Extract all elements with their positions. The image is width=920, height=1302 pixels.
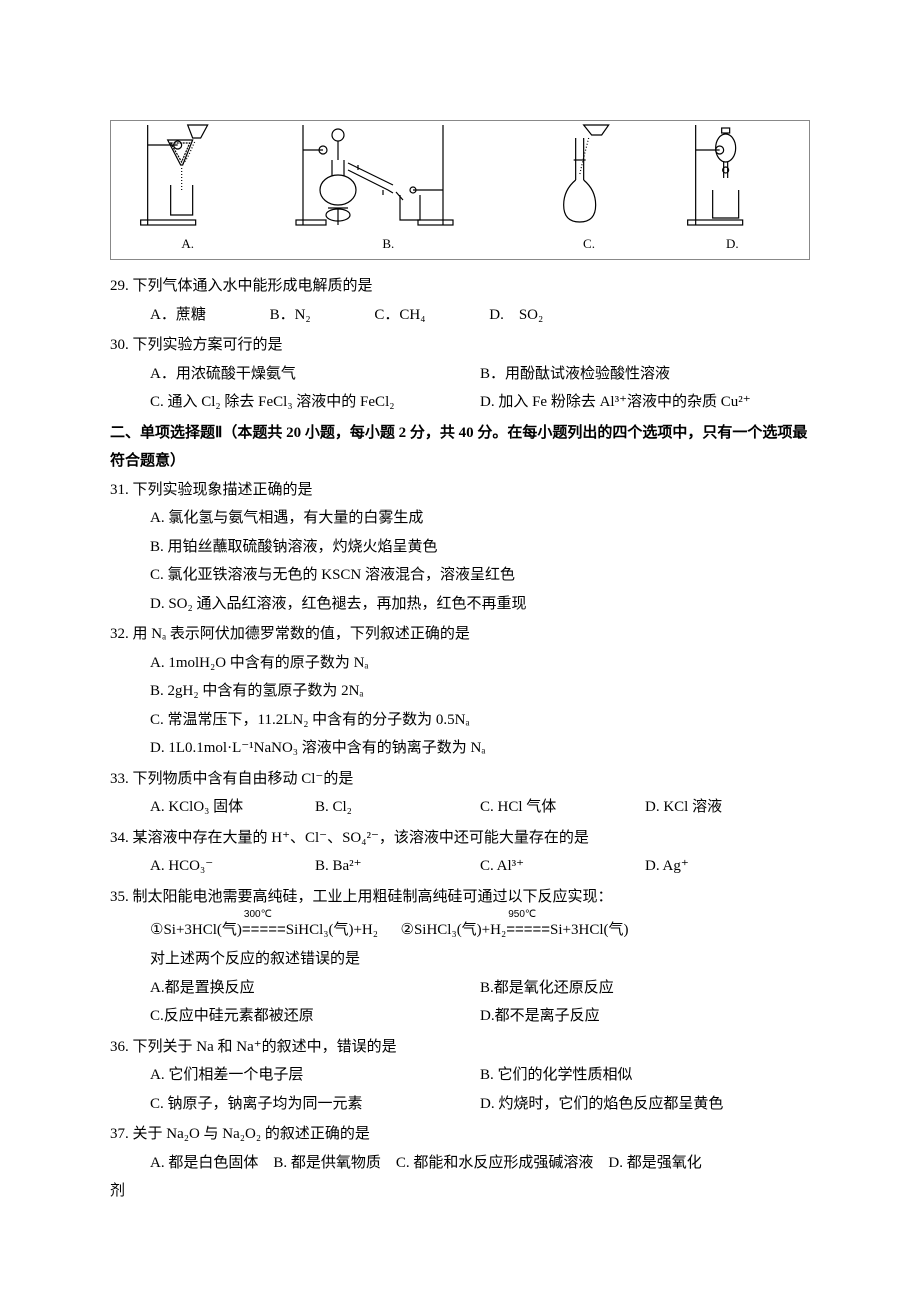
q35-text: 制太阳能电池需要高纯硅，工业上用粗硅制高纯硅可通过以下反应实现： — [133, 889, 613, 905]
q35-number: 35. — [110, 889, 129, 905]
apparatus-a: A. — [116, 120, 259, 257]
q37-opt-d: D. 都是强氧化 — [608, 1155, 701, 1171]
q32-opt-b: B. 2gH₂ 中含有的氢原子数为 2Nₐ — [110, 677, 810, 706]
q32-opt-d: D. 1L0.1mol·L⁻¹NaNO₃ 溶液中含有的钠离子数为 Nₐ — [110, 734, 810, 763]
q35-desc: 对上述两个反应的叙述错误的是 — [110, 945, 810, 974]
q36-opt-b: B. 它们的化学性质相似 — [480, 1061, 810, 1090]
q36-options: A. 它们相差一个电子层 B. 它们的化学性质相似 C. 钠原子，钠离子均为同一… — [110, 1061, 810, 1118]
q35-r1-left: ①Si+3HCl(气) — [150, 920, 242, 941]
q32-number: 32. — [110, 626, 129, 642]
q36-opt-d: D. 灼烧时，它们的焰色反应都呈黄色 — [480, 1090, 810, 1119]
q37-tail: 剂 — [110, 1177, 810, 1206]
q29-options: A．蔗糖 B．N₂ C．CH₄ D. SO₂ — [110, 301, 810, 330]
q35-r1-right: SiHCl₃(气)+H₂ — [286, 922, 378, 938]
question-36: 36. 下列关于 Na 和 Na⁺的叙述中，错误的是 A. 它们相差一个电子层 … — [110, 1033, 810, 1119]
distillation-apparatus-svg — [259, 120, 517, 230]
apparatus-diagram-box: A. — [110, 120, 810, 260]
q36-opt-a: A. 它们相差一个电子层 — [150, 1061, 480, 1090]
q33-opt-b: B. Cl₂ — [315, 793, 480, 822]
q36-text: 下列关于 Na 和 Na⁺的叙述中，错误的是 — [133, 1039, 397, 1055]
q29-number: 29. — [110, 278, 129, 294]
q33-options: A. KClO₃ 固体 B. Cl₂ C. HCl 气体 D. KCl 溶液 — [110, 793, 810, 822]
q36-number: 36. — [110, 1039, 129, 1055]
q35-options: A.都是置换反应 B.都是氧化还原反应 C.反应中硅元素都被还原 D.都不是离子… — [110, 974, 810, 1031]
q35-opt-b: B.都是氧化还原反应 — [480, 974, 810, 1003]
q31-opt-d: D. SO₂ 通入品红溶液，红色褪去，再加热，红色不再重现 — [110, 590, 810, 619]
q35-r1-temp: 300℃ — [244, 908, 272, 922]
question-30: 30. 下列实验方案可行的是 A．用浓硫酸干燥氨气 B．用酚酞试液检验酸性溶液 … — [110, 331, 810, 417]
q37-opt-b: B. 都是供氧物质 — [273, 1155, 381, 1171]
q35-opt-d: D.都不是离子反应 — [480, 1002, 810, 1031]
apparatus-b-label: B. — [382, 232, 394, 257]
q29-opt-a: A．蔗糖 — [150, 301, 206, 330]
question-34: 34. 某溶液中存在大量的 H⁺、Cl⁻、SO₄²⁻，该溶液中还可能大量存在的是… — [110, 824, 810, 881]
q33-opt-a: A. KClO₃ 固体 — [150, 793, 315, 822]
q35-r2-arrow: 950℃===== — [506, 919, 550, 940]
q35-opt-c: C.反应中硅元素都被还原 — [150, 1002, 480, 1031]
q30-opt-b: B．用酚酞试液检验酸性溶液 — [480, 360, 810, 389]
q33-number: 33. — [110, 771, 129, 787]
question-32: 32. 用 Nₐ 表示阿伏加德罗常数的值，下列叙述正确的是 A. 1molH₂O… — [110, 620, 810, 763]
q34-number: 34. — [110, 830, 129, 846]
question-33: 33. 下列物质中含有自由移动 Cl⁻的是 A. KClO₃ 固体 B. Cl₂… — [110, 765, 810, 822]
q35-r2-temp: 950℃ — [508, 908, 536, 922]
q29-text: 下列气体通入水中能形成电解质的是 — [133, 278, 373, 294]
q31-opt-c: C. 氯化亚铁溶液与无色的 KSCN 溶液混合，溶液呈红色 — [110, 561, 810, 590]
q35-r2-right: Si+3HCl(气) — [550, 922, 628, 938]
volumetric-flask-svg — [517, 120, 660, 230]
q35-r1-arrow: 300℃===== — [242, 919, 286, 940]
q33-opt-c: C. HCl 气体 — [480, 793, 645, 822]
q29-opt-d: D. SO₂ — [489, 301, 543, 330]
apparatus-c: C. — [517, 120, 660, 257]
q31-opt-b: B. 用铂丝蘸取硫酸钠溶液，灼烧火焰呈黄色 — [110, 533, 810, 562]
q37-opt-c: C. 都能和水反应形成强碱溶液 — [396, 1155, 594, 1171]
q34-opt-c: C. Al³⁺ — [480, 852, 645, 881]
question-31: 31. 下列实验现象描述正确的是 A. 氯化氢与氨气相遇，有大量的白雾生成 B.… — [110, 476, 810, 619]
q35-r1-eq: ===== — [242, 921, 286, 938]
q35-reactions: ①Si+3HCl(气)300℃=====SiHCl₃(气)+H₂ ②SiHCl₃… — [110, 919, 810, 941]
q36-opt-c: C. 钠原子，钠离子均为同一元素 — [150, 1090, 480, 1119]
separating-funnel-svg — [661, 120, 804, 230]
question-37: 37. 关于 Na₂O 与 Na₂O₂ 的叙述正确的是 A. 都是白色固体 B.… — [110, 1120, 810, 1206]
q37-options: A. 都是白色固体 B. 都是供氧物质 C. 都能和水反应形成强碱溶液 D. 都… — [110, 1149, 810, 1178]
q32-opt-a: A. 1molH₂O 中含有的原子数为 Nₐ — [110, 649, 810, 678]
q34-text: 某溶液中存在大量的 H⁺、Cl⁻、SO₄²⁻，该溶液中还可能大量存在的是 — [133, 830, 589, 846]
q30-options: A．用浓硫酸干燥氨气 B．用酚酞试液检验酸性溶液 C. 通入 Cl₂ 除去 Fe… — [110, 360, 810, 417]
q34-options: A. HCO₃⁻ B. Ba²⁺ C. Al³⁺ D. Ag⁺ — [110, 852, 810, 881]
q32-text: 用 Nₐ 表示阿伏加德罗常数的值，下列叙述正确的是 — [133, 626, 470, 642]
apparatus-c-label: C. — [583, 232, 595, 257]
apparatus-d-label: D. — [726, 232, 739, 257]
apparatus-a-label: A. — [181, 232, 194, 257]
q31-number: 31. — [110, 482, 129, 498]
q31-text: 下列实验现象描述正确的是 — [133, 482, 313, 498]
q30-opt-d: D. 加入 Fe 粉除去 Al³⁺溶液中的杂质 Cu²⁺ — [480, 388, 810, 417]
q29-opt-b: B．N₂ — [270, 301, 311, 330]
apparatus-b: B. — [259, 120, 517, 257]
filtration-apparatus-svg — [116, 120, 259, 230]
question-35: 35. 制太阳能电池需要高纯硅，工业上用粗硅制高纯硅可通过以下反应实现： ①Si… — [110, 883, 810, 1031]
q35-r2-left: ②SiHCl₃(气)+H₂ — [401, 920, 507, 941]
q30-number: 30. — [110, 337, 129, 353]
q34-opt-b: B. Ba²⁺ — [315, 852, 480, 881]
q34-opt-a: A. HCO₃⁻ — [150, 852, 315, 881]
q33-text: 下列物质中含有自由移动 Cl⁻的是 — [133, 771, 354, 787]
q37-text: 关于 Na₂O 与 Na₂O₂ 的叙述正确的是 — [133, 1126, 370, 1142]
q29-opt-c: C．CH₄ — [374, 301, 425, 330]
q30-opt-a: A．用浓硫酸干燥氨气 — [150, 360, 480, 389]
q34-opt-d: D. Ag⁺ — [645, 852, 810, 881]
q31-opt-a: A. 氯化氢与氨气相遇，有大量的白雾生成 — [110, 504, 810, 533]
q35-r2-eq: ===== — [506, 921, 550, 938]
q32-opt-c: C. 常温常压下，11.2LN₂ 中含有的分子数为 0.5Nₐ — [110, 706, 810, 735]
q30-text: 下列实验方案可行的是 — [133, 337, 283, 353]
apparatus-d: D. — [661, 120, 804, 257]
q33-opt-d: D. KCl 溶液 — [645, 793, 810, 822]
section-2-header: 二、单项选择题Ⅱ（本题共 20 小题，每小题 2 分，共 40 分。在每小题列出… — [110, 419, 810, 476]
q35-opt-a: A.都是置换反应 — [150, 974, 480, 1003]
q37-number: 37. — [110, 1126, 129, 1142]
q37-opt-a: A. 都是白色固体 — [150, 1155, 258, 1171]
q30-opt-c: C. 通入 Cl₂ 除去 FeCl₃ 溶液中的 FeCl₂ — [150, 388, 480, 417]
question-29: 29. 下列气体通入水中能形成电解质的是 A．蔗糖 B．N₂ C．CH₄ D. … — [110, 272, 810, 329]
